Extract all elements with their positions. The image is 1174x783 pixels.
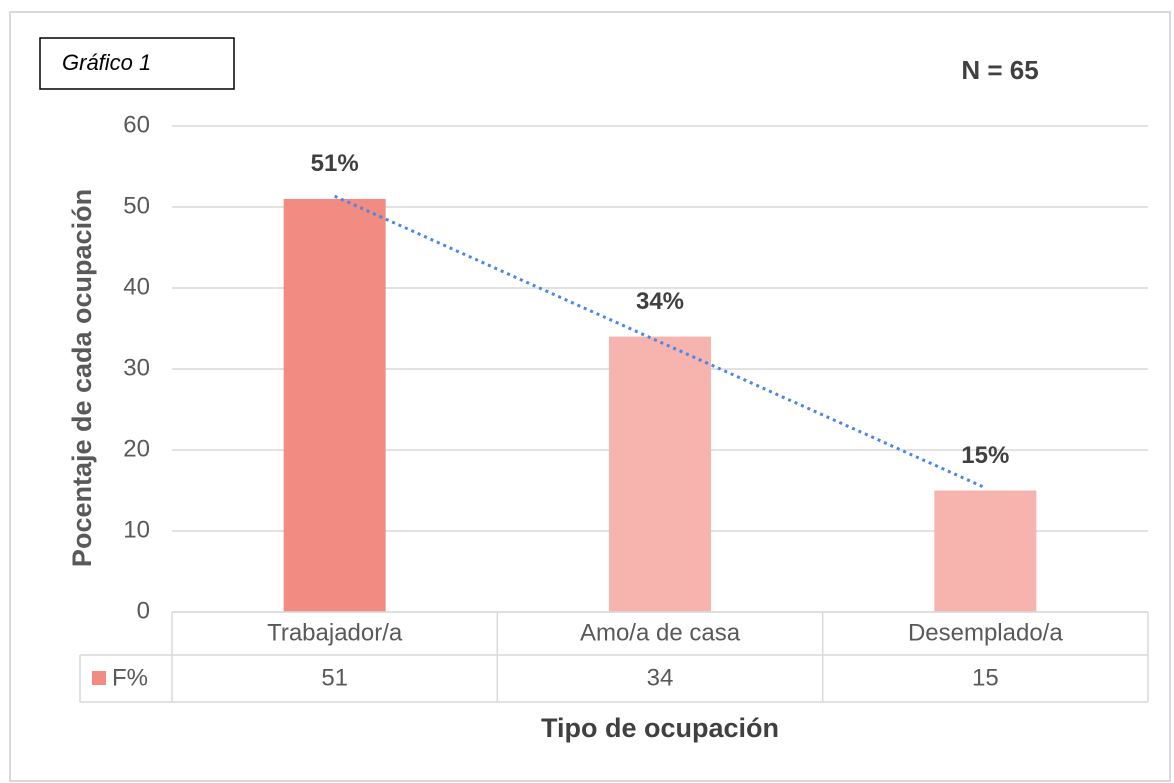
table-value: 51 bbox=[321, 664, 348, 691]
label-box bbox=[39, 37, 235, 90]
x-tick-label: Trabajador/a bbox=[267, 619, 403, 646]
chart-border bbox=[9, 11, 1171, 782]
bar bbox=[283, 198, 386, 612]
y-axis-title: Pocentaje de cada ocupación bbox=[67, 189, 97, 567]
bar bbox=[934, 490, 1037, 612]
annotation: N = 65 bbox=[961, 55, 1038, 85]
y-tick-label: 50 bbox=[123, 192, 150, 219]
x-tick-label: Amo/a de casa bbox=[580, 619, 741, 646]
x-axis-title: Tipo de ocupación bbox=[541, 713, 779, 743]
chart-label: Gráfico 1 bbox=[62, 50, 151, 75]
data-label: 15% bbox=[961, 442, 1009, 469]
x-tick-label: Desemplado/a bbox=[908, 619, 1063, 646]
y-tick-label: 30 bbox=[123, 354, 150, 381]
y-tick-label: 60 bbox=[123, 111, 150, 138]
table-value: 34 bbox=[647, 664, 674, 691]
y-tick-label: 20 bbox=[123, 435, 150, 462]
table-value: 15 bbox=[972, 664, 999, 691]
data-label: 34% bbox=[636, 288, 684, 315]
bar bbox=[609, 336, 711, 612]
y-tick-label: 40 bbox=[123, 273, 150, 300]
data-label: 51% bbox=[311, 150, 359, 177]
legend-label: F% bbox=[112, 664, 148, 691]
legend-swatch bbox=[92, 671, 106, 685]
y-tick-label: 10 bbox=[123, 516, 150, 543]
y-tick-label: 0 bbox=[137, 597, 150, 624]
